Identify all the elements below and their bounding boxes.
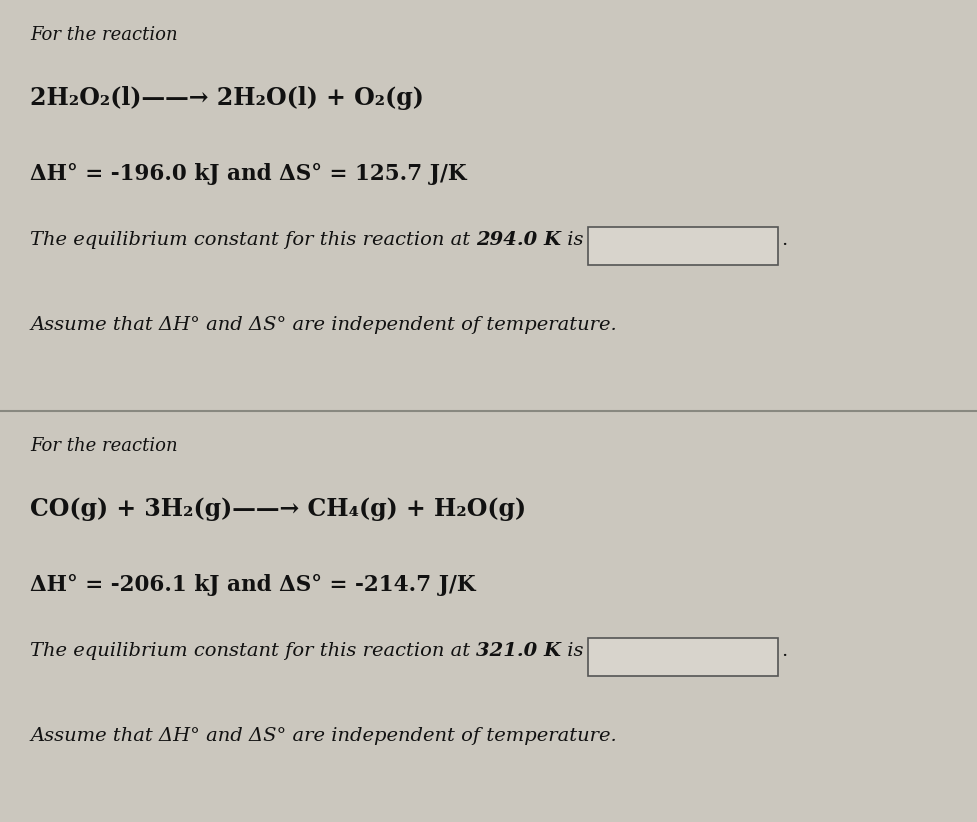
Text: Assume that ΔH° and ΔS° are independent of temperature.: Assume that ΔH° and ΔS° are independent … bbox=[30, 727, 616, 745]
Text: .: . bbox=[780, 231, 786, 249]
Text: .: . bbox=[780, 642, 786, 660]
Text: ΔH° = -196.0 kJ and ΔS° = 125.7 J/K: ΔH° = -196.0 kJ and ΔS° = 125.7 J/K bbox=[30, 163, 466, 185]
Text: 2H₂O₂(l)——→ 2H₂O(l) + O₂(g): 2H₂O₂(l)——→ 2H₂O(l) + O₂(g) bbox=[30, 86, 423, 110]
Text: CO(g) + 3H₂(g)——→ CH₄(g) + H₂O(g): CO(g) + 3H₂(g)——→ CH₄(g) + H₂O(g) bbox=[30, 497, 526, 521]
Text: 294.0 K: 294.0 K bbox=[476, 231, 561, 249]
Text: The equilibrium constant for this reaction at: The equilibrium constant for this reacti… bbox=[30, 642, 476, 660]
Text: 321.0 K: 321.0 K bbox=[476, 642, 561, 660]
Bar bbox=[587, 638, 777, 676]
Text: is: is bbox=[561, 642, 583, 660]
Text: Assume that ΔH° and ΔS° are independent of temperature.: Assume that ΔH° and ΔS° are independent … bbox=[30, 316, 616, 334]
Text: For the reaction: For the reaction bbox=[30, 26, 178, 44]
Text: ΔH° = -206.1 kJ and ΔS° = -214.7 J/K: ΔH° = -206.1 kJ and ΔS° = -214.7 J/K bbox=[30, 574, 475, 596]
Text: The equilibrium constant for this reaction at: The equilibrium constant for this reacti… bbox=[30, 231, 476, 249]
Text: is: is bbox=[561, 231, 583, 249]
Bar bbox=[587, 227, 777, 265]
Text: For the reaction: For the reaction bbox=[30, 437, 178, 455]
